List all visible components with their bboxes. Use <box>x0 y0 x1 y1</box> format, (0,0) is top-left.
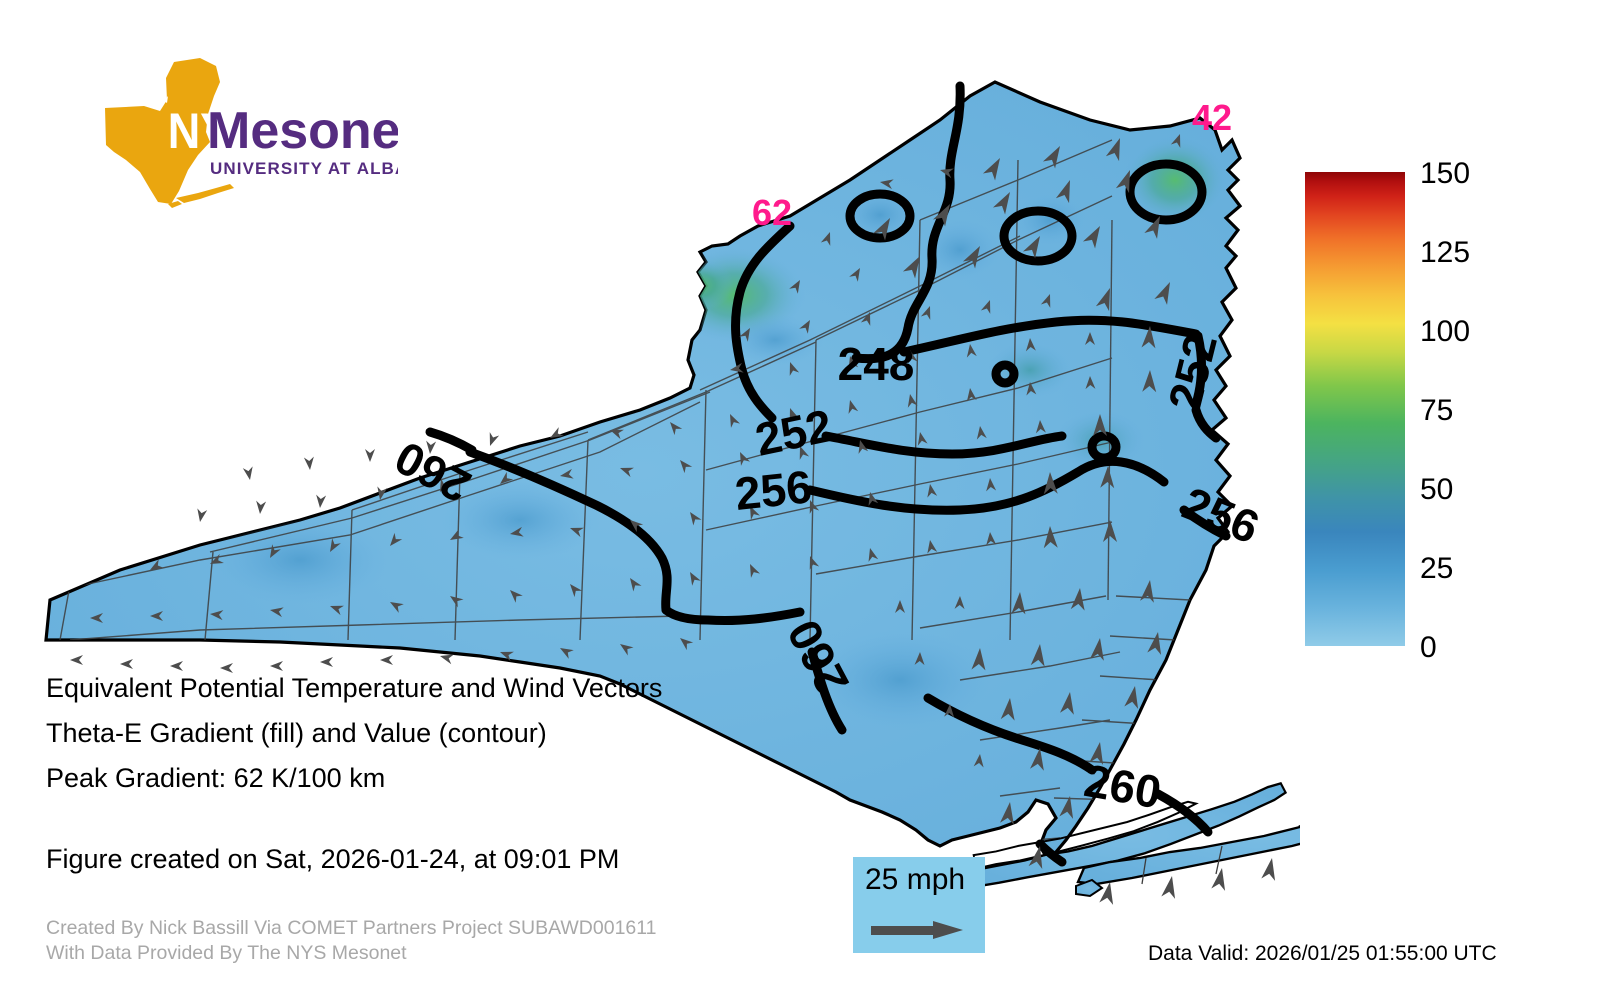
map-long-island <box>970 781 1300 898</box>
wind-legend-label: 25 mph <box>865 863 966 896</box>
colorbar-tick-50: 50 <box>1420 473 1454 506</box>
caption-subtitle: Theta-E Gradient (fill) and Value (conto… <box>46 718 547 748</box>
data-valid-timestamp: Data Valid: 2026/01/25 01:55:00 UTC <box>1148 942 1497 965</box>
caption-created-timestamp: Figure created on Sat, 2026-01-24, at 09… <box>46 844 620 874</box>
peak-marker-62: 62 <box>752 192 792 233</box>
logo-text-mesonet: Mesonet <box>207 102 398 160</box>
caption-block: Equivalent Potential Temperature and Win… <box>46 666 866 882</box>
credits-block: Created By Nick Bassill Via COMET Partne… <box>46 916 846 966</box>
caption-peak-gradient: Peak Gradient: 62 K/100 km <box>46 763 386 793</box>
credit-data-source: With Data Provided By The NYS Mesonet <box>46 942 407 964</box>
logo-state-shape <box>105 58 234 208</box>
colorbar-tick-25: 25 <box>1420 552 1454 585</box>
map-contour-lines <box>425 81 1231 867</box>
logo-text-nys: NYS <box>168 104 260 160</box>
colorbar-tick-labels: 150 125 100 75 50 25 0 <box>1420 159 1540 663</box>
colorbar-tick-150: 150 <box>1420 157 1471 190</box>
wind-speed-legend: 25 mph <box>853 857 985 953</box>
gradient-colorbar <box>1305 172 1405 646</box>
contour-label-260-southeast: 260 <box>1080 754 1165 819</box>
colorbar-tick-75: 75 <box>1420 394 1454 427</box>
contour-label-256-central: 256 <box>732 460 814 520</box>
nys-mesonet-logo: NYS Mesonet UNIVERSITY AT ALBANY <box>48 52 398 212</box>
logo-text-subtitle: UNIVERSITY AT ALBANY <box>210 159 398 178</box>
theta-e-map: 248 252 256 260 252 256 260 260 62 42 <box>0 40 1300 950</box>
map-county-borders <box>59 139 1191 841</box>
contour-label-248: 248 <box>838 338 915 390</box>
colorbar-tick-100: 100 <box>1420 315 1471 348</box>
peak-marker-42: 42 <box>1192 97 1232 138</box>
colorbar-tick-125: 125 <box>1420 236 1471 269</box>
colorbar-tick-0: 0 <box>1420 631 1437 664</box>
credit-author: Created By Nick Bassill Via COMET Partne… <box>46 917 657 939</box>
wind-arrow-icon <box>871 921 963 939</box>
caption-title: Equivalent Potential Temperature and Win… <box>46 673 663 703</box>
map-peak-markers: 62 42 <box>752 97 1232 233</box>
